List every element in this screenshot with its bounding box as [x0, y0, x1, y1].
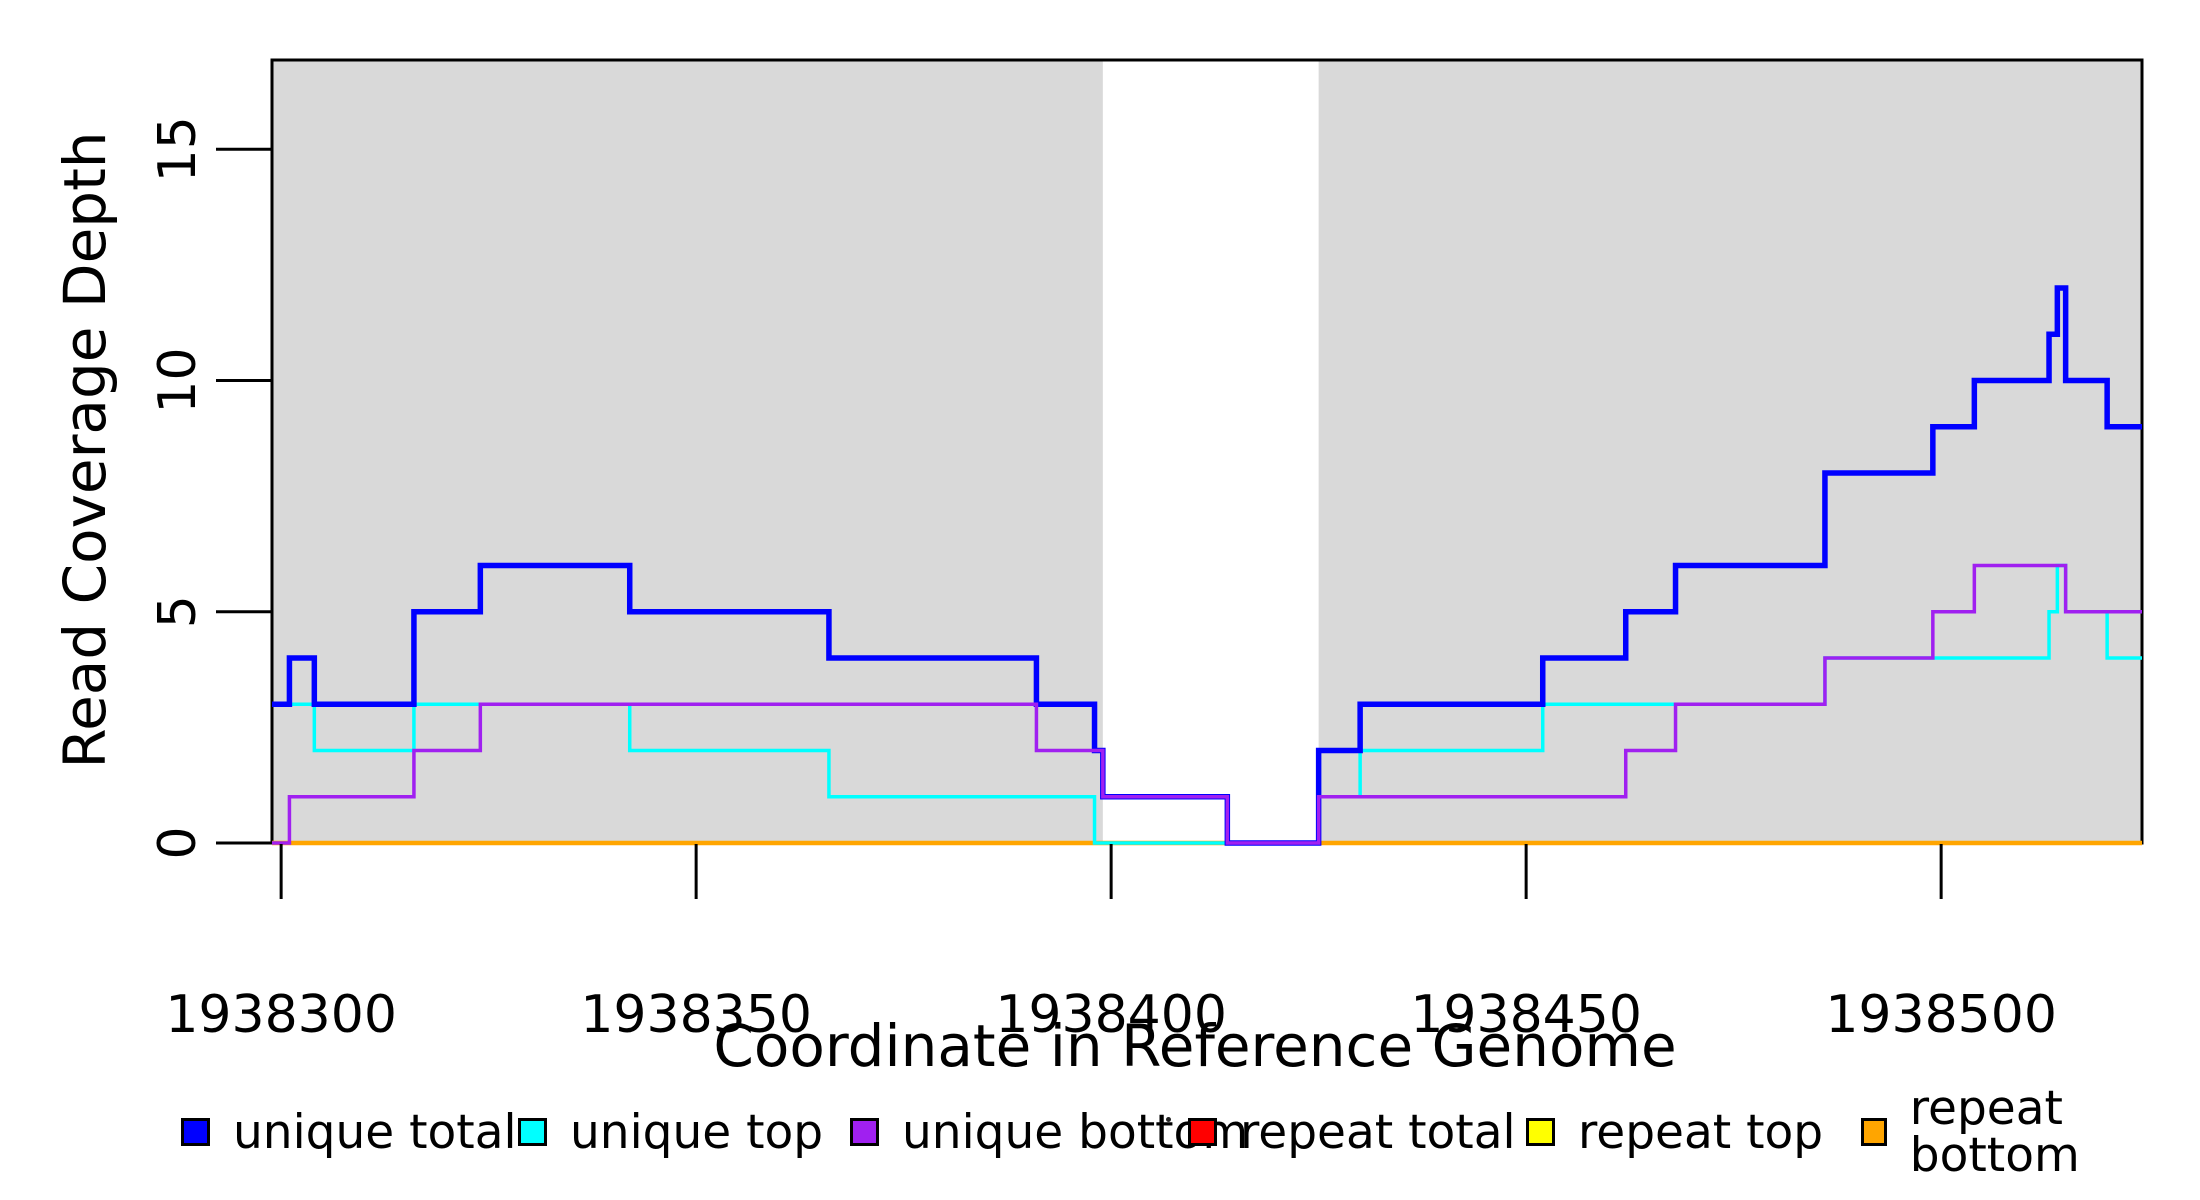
y-tick-label: 5	[148, 595, 208, 628]
shaded-region	[1318, 60, 2142, 843]
x-tick-label: 1938400	[995, 985, 1227, 1045]
x-axis-title: Coordinate in Reference Genome	[713, 1012, 1677, 1080]
x-tick-label: 1938300	[165, 985, 397, 1045]
y-tick-label: 15	[148, 116, 208, 182]
stray-dot	[1166, 1117, 1171, 1122]
series-unique-total	[272, 285, 2142, 846]
y-axis-title: Read Coverage Depth	[51, 131, 119, 769]
y-tick-label: 0	[148, 826, 208, 859]
x-tick-label: 1938500	[1825, 985, 2057, 1045]
shaded-region	[272, 60, 1103, 843]
x-tick-label: 1938450	[1410, 985, 1642, 1045]
series-unique-bottom	[272, 563, 2142, 845]
y-tick-label: 10	[148, 347, 208, 413]
x-tick-label: 1938350	[580, 985, 812, 1045]
